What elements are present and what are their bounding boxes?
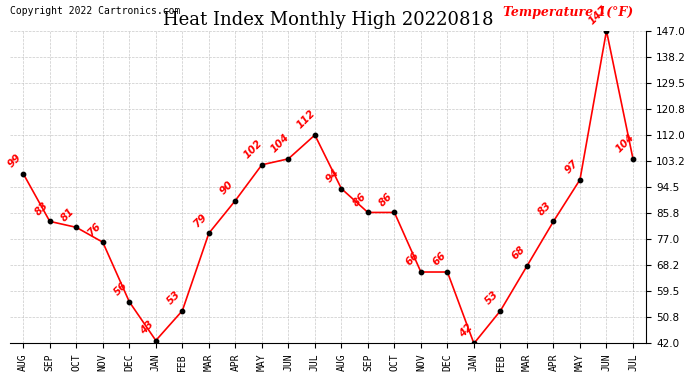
Text: 68: 68 <box>510 244 527 262</box>
Text: 94: 94 <box>324 167 342 184</box>
Text: 53: 53 <box>484 289 501 306</box>
Point <box>18 171 29 177</box>
Point <box>150 338 161 344</box>
Text: 76: 76 <box>86 221 103 238</box>
Text: 56: 56 <box>112 280 130 298</box>
Point <box>548 218 559 224</box>
Text: 86: 86 <box>377 191 395 208</box>
Point <box>97 239 108 245</box>
Point <box>204 230 215 236</box>
Text: 147: 147 <box>587 4 609 27</box>
Text: 102: 102 <box>242 138 265 160</box>
Point <box>627 156 638 162</box>
Point <box>495 308 506 314</box>
Point <box>44 218 55 224</box>
Text: Copyright 2022 Cartronics.com: Copyright 2022 Cartronics.com <box>10 6 180 16</box>
Point <box>469 340 480 346</box>
Point <box>442 269 453 275</box>
Text: 53: 53 <box>166 289 183 306</box>
Text: 66: 66 <box>431 251 448 268</box>
Point <box>257 162 268 168</box>
Text: Temperature 1(°F): Temperature 1(°F) <box>504 6 633 19</box>
Point <box>71 224 82 230</box>
Point <box>177 308 188 314</box>
Text: 97: 97 <box>563 158 580 176</box>
Point <box>362 210 373 216</box>
Text: 79: 79 <box>192 212 209 229</box>
Point <box>415 269 426 275</box>
Point <box>336 186 347 192</box>
Point <box>283 156 294 162</box>
Text: 112: 112 <box>295 108 318 131</box>
Text: 83: 83 <box>536 200 554 217</box>
Point <box>601 28 612 34</box>
Text: 43: 43 <box>139 319 156 336</box>
Point <box>522 263 533 269</box>
Point <box>575 177 586 183</box>
Text: 90: 90 <box>218 179 236 196</box>
Point <box>124 299 135 305</box>
Point <box>230 198 241 204</box>
Point <box>309 132 320 138</box>
Point <box>389 210 400 216</box>
Text: 83: 83 <box>33 200 50 217</box>
Text: 66: 66 <box>404 251 421 268</box>
Text: 86: 86 <box>351 191 368 208</box>
Text: 42: 42 <box>457 322 474 339</box>
Text: 104: 104 <box>269 132 291 154</box>
Text: 104: 104 <box>613 132 636 154</box>
Text: 81: 81 <box>59 206 77 223</box>
Title: Heat Index Monthly High 20220818: Heat Index Monthly High 20220818 <box>163 11 493 29</box>
Text: 99: 99 <box>6 152 23 170</box>
